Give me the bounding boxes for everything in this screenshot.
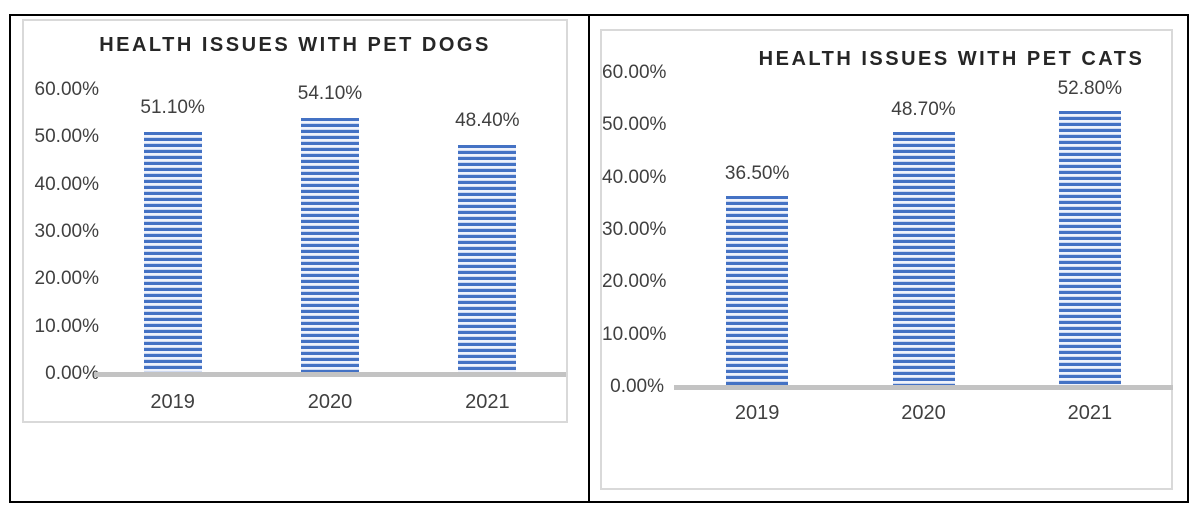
y-axis-tick-label-30.00%: 30.00% [34, 221, 99, 242]
cats-chart-title: HEALTH ISSUES WITH PET CATS [758, 48, 1145, 70]
y-axis-tick-label-0.00%: 0.00% [45, 363, 99, 384]
y-axis-tick-label-20.00%: 20.00% [602, 271, 667, 293]
bar-2021 [1058, 110, 1121, 387]
x-axis-label-2021: 2021 [1067, 402, 1113, 424]
x-axis-label-2020: 2020 [307, 391, 353, 413]
x-axis-label-2021: 2021 [465, 391, 510, 413]
bar-2019 [143, 132, 202, 374]
dogs-bar-chart: HEALTH ISSUES WITH PET DOGS 60.00% 50.00%… [22, 19, 568, 423]
data-label-2021: 48.40% [455, 109, 520, 131]
x-axis-line [94, 372, 566, 377]
bar-2019 [726, 195, 789, 387]
y-axis-tick-label-50.00%: 50.00% [34, 126, 99, 148]
y-axis-tick-label-10.00%: 10.00% [34, 315, 99, 337]
bar-2020 [892, 132, 955, 387]
dogs-chart-cell: HEALTH ISSUES WITH PET DOGS 60.00% 50.00%… [11, 16, 590, 501]
y-axis-tick-label-40.00%: 40.00% [602, 166, 667, 188]
data-label-2020: 54.10% [297, 82, 363, 104]
data-label-2019: 51.10% [140, 97, 205, 119]
bar-2020 [301, 117, 359, 374]
y-axis-tick-label-60.00%: 60.00% [602, 62, 667, 83]
bar-2021 [458, 144, 517, 374]
cats-chart-cell: HEALTH ISSUES WITH PET CATS 60.00% 50.00%… [590, 16, 1187, 501]
y-axis-tick-label-0.00%: 0.00% [610, 376, 664, 397]
data-label-2021: 52.80% [1057, 77, 1123, 99]
y-axis-tick-label-30.00%: 30.00% [602, 219, 667, 240]
dogs-chart-title: HEALTH ISSUES WITH PET DOGS [99, 34, 491, 56]
charts-table: HEALTH ISSUES WITH PET DOGS 60.00% 50.00%… [9, 14, 1189, 503]
cats-bar-chart: HEALTH ISSUES WITH PET CATS 60.00% 50.00%… [600, 29, 1173, 490]
data-label-2019: 36.50% [724, 162, 790, 184]
x-axis-label-2019: 2019 [150, 391, 195, 413]
y-axis-tick-label-40.00%: 40.00% [34, 173, 99, 195]
y-axis-tick-label-20.00%: 20.00% [34, 268, 99, 290]
x-axis-label-2020: 2020 [901, 402, 946, 424]
x-axis-label-2019: 2019 [734, 402, 780, 424]
x-axis-line [674, 385, 1173, 390]
y-axis-tick-label-60.00%: 60.00% [34, 79, 99, 100]
y-axis-tick-label-50.00%: 50.00% [602, 114, 667, 136]
y-axis-tick-label-10.00%: 10.00% [602, 323, 667, 345]
data-label-2020: 48.70% [891, 99, 956, 121]
